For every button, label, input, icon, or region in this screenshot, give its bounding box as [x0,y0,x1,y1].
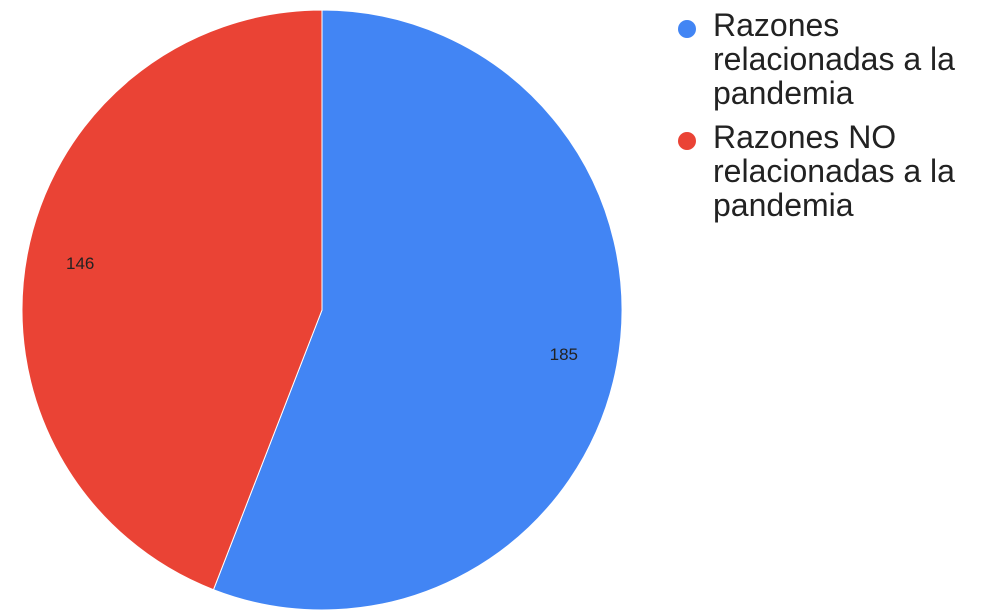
legend-item-pandemic[interactable]: Razones relacionadas a la pandemia [678,8,1003,110]
legend-label-pandemic: Razones relacionadas a la pandemia [713,7,955,111]
legend-dot-pandemic [678,20,696,38]
legend-dot-non-pandemic [678,132,696,150]
pie-labels: 185 146 [66,254,578,364]
legend-label-non-pandemic: Razones NO relacionadas a la pandemia [713,119,955,223]
pie-slice-pandemic[interactable] [212,9,623,611]
legend: Razones relacionadas a la pandemia Razon… [678,8,1003,232]
pie-slices [21,9,623,611]
legend-item-non-pandemic[interactable]: Razones NO relacionadas a la pandemia [678,120,1003,222]
slice-value-label-non-pandemic: 146 [66,254,94,273]
pie-slice-non-pandemic[interactable] [21,9,323,591]
slice-value-label-pandemic: 185 [550,345,578,364]
